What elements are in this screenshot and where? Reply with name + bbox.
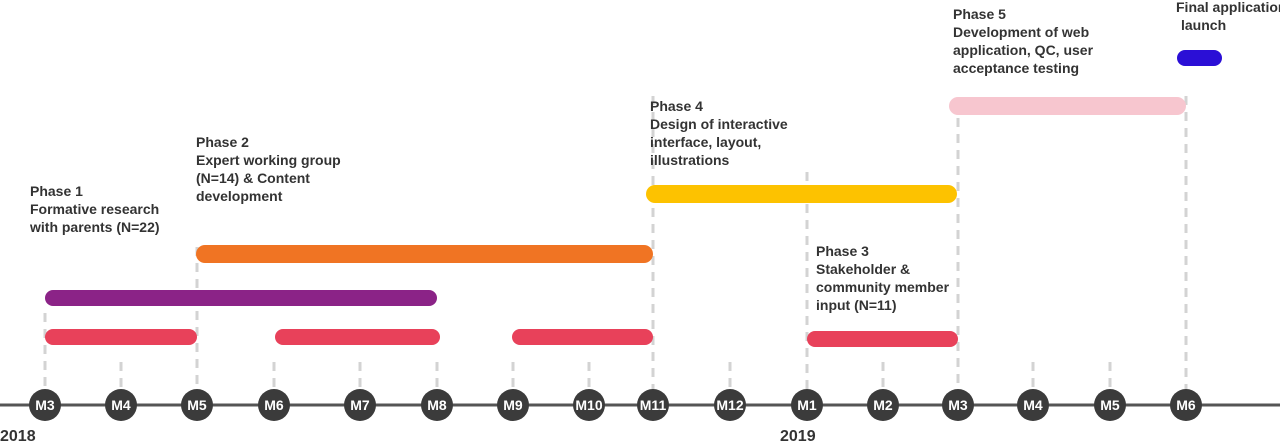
month-label: M2 xyxy=(873,397,893,413)
bar-phase4 xyxy=(646,185,957,203)
month-marker xyxy=(573,389,605,421)
month-marker xyxy=(497,389,529,421)
month-label: M1 xyxy=(797,397,817,413)
month-marker xyxy=(258,389,290,421)
month-marker xyxy=(181,389,213,421)
month-label: M9 xyxy=(503,397,523,413)
month-marker xyxy=(1094,389,1126,421)
year-label: 2019 xyxy=(780,428,816,442)
month-label: M7 xyxy=(350,397,370,413)
phase-label-phase2: Phase 2 Expert working group (N=14) & Cont… xyxy=(196,134,341,204)
month-label: M6 xyxy=(1176,397,1196,413)
bar-phase1-seg-b xyxy=(275,329,440,345)
month-marker xyxy=(105,389,137,421)
month-marker xyxy=(714,389,746,421)
bar-phase3 xyxy=(807,331,958,347)
month-label: M12 xyxy=(716,397,743,413)
month-marker xyxy=(344,389,376,421)
bar-phase5 xyxy=(949,97,1186,115)
month-label: M5 xyxy=(187,397,207,413)
month-marker xyxy=(637,389,669,421)
month-label: M4 xyxy=(1023,397,1043,413)
month-marker xyxy=(421,389,453,421)
month-marker xyxy=(867,389,899,421)
month-marker xyxy=(29,389,61,421)
year-label: 2018 xyxy=(0,428,36,442)
phase-label-launch: Final application launch xyxy=(1176,0,1280,33)
month-label: M5 xyxy=(1100,397,1120,413)
bar-phase1-seg-a xyxy=(45,329,197,345)
phase-label-phase5: Phase 5 Development of web application, QC… xyxy=(953,6,1094,76)
month-marker xyxy=(942,389,974,421)
month-label: M3 xyxy=(948,397,968,413)
bar-phase2 xyxy=(196,245,653,263)
month-label: M10 xyxy=(575,397,602,413)
phase-label-phase1: Phase 1 Formative research with parents (N… xyxy=(29,183,160,235)
bar-phase1-main xyxy=(45,290,437,306)
month-marker xyxy=(791,389,823,421)
month-label: M11 xyxy=(640,397,667,413)
month-label: M8 xyxy=(427,397,447,413)
month-label: M6 xyxy=(264,397,284,413)
month-marker xyxy=(1017,389,1049,421)
bar-launch xyxy=(1177,50,1222,66)
bar-phase1-seg-c xyxy=(512,329,653,345)
month-label: M4 xyxy=(111,397,131,413)
phase-label-phase4: Phase 4 Design of interactive interface, l… xyxy=(650,98,788,168)
phase-label-phase3: Phase 3 Stakeholder & community member inpu… xyxy=(816,243,950,313)
month-label: M3 xyxy=(35,397,55,413)
month-marker xyxy=(1170,389,1202,421)
